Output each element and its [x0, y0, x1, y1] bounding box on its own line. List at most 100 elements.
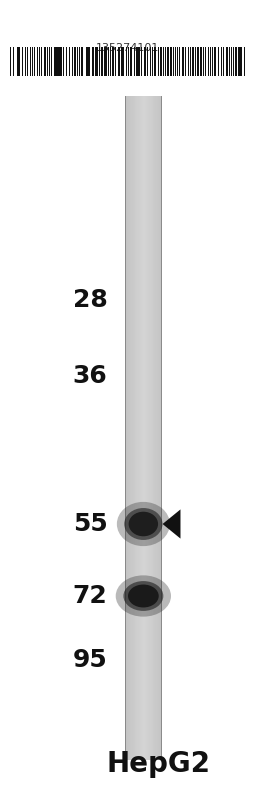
Ellipse shape	[128, 585, 159, 607]
Bar	[60, 47, 62, 76]
Ellipse shape	[129, 512, 158, 536]
Bar	[54, 47, 56, 76]
Bar	[121, 47, 124, 76]
Bar	[175, 47, 176, 76]
Bar	[86, 47, 87, 76]
Bar	[130, 47, 132, 76]
Bar	[108, 47, 109, 76]
Bar	[49, 47, 50, 76]
Bar	[135, 96, 136, 760]
Bar	[167, 47, 169, 76]
Bar	[110, 47, 111, 76]
Bar	[148, 96, 149, 760]
Bar	[47, 47, 48, 76]
Bar	[25, 47, 26, 76]
Bar	[233, 47, 234, 76]
Bar	[74, 47, 76, 76]
Bar	[221, 47, 222, 76]
Bar	[39, 47, 40, 76]
Bar	[210, 47, 211, 76]
Bar	[163, 47, 164, 76]
Bar	[141, 96, 142, 760]
Bar	[231, 47, 232, 76]
Bar	[17, 47, 19, 76]
Bar	[137, 96, 138, 760]
Bar	[185, 47, 186, 76]
Bar	[155, 96, 156, 760]
Bar	[77, 47, 78, 76]
Bar	[244, 47, 245, 76]
Bar	[130, 96, 131, 760]
Bar	[170, 47, 172, 76]
Bar	[203, 47, 204, 76]
Bar	[125, 96, 127, 760]
Bar	[81, 47, 83, 76]
Bar	[238, 47, 239, 76]
Text: 72: 72	[73, 584, 108, 608]
Bar	[239, 47, 241, 76]
Bar	[149, 96, 151, 760]
Text: 28: 28	[73, 288, 108, 312]
Bar	[142, 96, 143, 760]
Bar	[147, 47, 148, 76]
Ellipse shape	[116, 575, 171, 617]
Bar	[152, 96, 153, 760]
Bar	[22, 47, 23, 76]
Bar	[159, 96, 160, 760]
Bar	[153, 96, 154, 760]
Bar	[218, 47, 219, 76]
Bar	[160, 47, 162, 76]
Bar	[69, 47, 70, 76]
Bar	[104, 47, 105, 76]
Bar	[66, 47, 67, 76]
Text: 36: 36	[73, 364, 108, 388]
Bar	[126, 47, 127, 76]
Bar	[223, 47, 224, 76]
Bar	[112, 47, 114, 76]
Bar	[141, 47, 142, 76]
Bar	[127, 96, 128, 760]
Text: 95: 95	[73, 648, 108, 672]
Bar	[208, 47, 209, 76]
Bar	[138, 96, 140, 760]
Bar	[160, 96, 161, 760]
Bar	[158, 47, 159, 76]
Bar	[165, 47, 166, 76]
Bar	[151, 96, 152, 760]
Bar	[72, 47, 73, 76]
Bar	[41, 47, 42, 76]
Bar	[158, 96, 159, 760]
Text: 135274101: 135274101	[96, 43, 160, 53]
Bar	[229, 47, 230, 76]
Bar	[30, 47, 31, 76]
Bar	[133, 96, 134, 760]
Bar	[140, 96, 141, 760]
Bar	[115, 47, 116, 76]
Bar	[154, 47, 156, 76]
Bar	[156, 96, 158, 760]
Bar	[198, 47, 199, 76]
Bar	[195, 47, 196, 76]
Bar	[13, 47, 14, 76]
Bar	[128, 47, 129, 76]
Bar	[32, 47, 33, 76]
Bar	[241, 47, 242, 76]
Bar	[152, 47, 153, 76]
Bar	[134, 96, 135, 760]
Bar	[87, 47, 89, 76]
Polygon shape	[163, 510, 180, 538]
Ellipse shape	[123, 581, 163, 611]
Bar	[188, 47, 189, 76]
Bar	[34, 47, 35, 76]
Bar	[129, 96, 130, 760]
Bar	[89, 47, 90, 76]
Bar	[10, 47, 11, 76]
Bar	[128, 96, 129, 760]
Bar	[92, 47, 94, 76]
Bar	[51, 47, 52, 76]
Bar	[192, 47, 194, 76]
Bar	[56, 47, 58, 76]
Bar	[235, 47, 237, 76]
Bar	[44, 47, 46, 76]
Bar	[226, 47, 228, 76]
